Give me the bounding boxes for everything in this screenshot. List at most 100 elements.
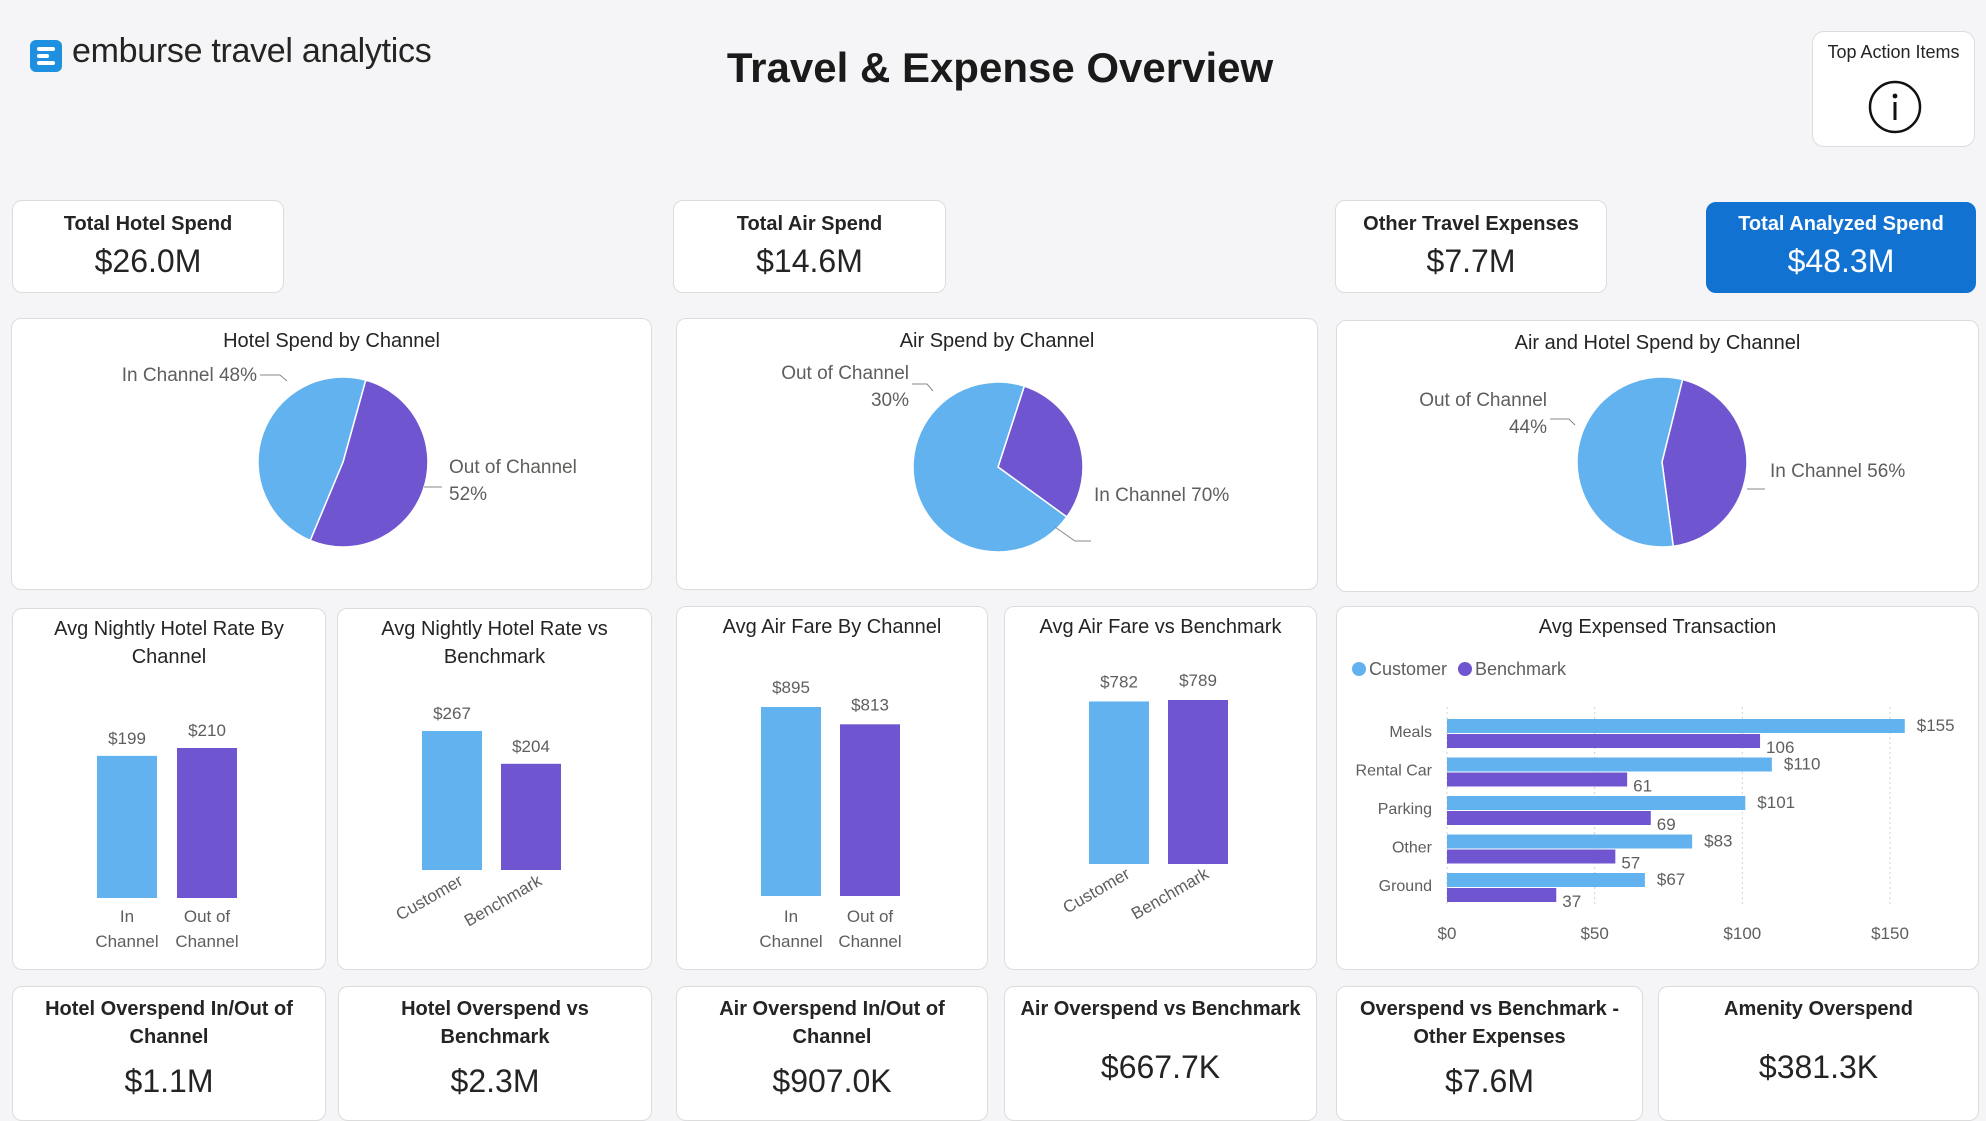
x-tick-label: Out of [184,907,231,926]
bar-customer [1447,757,1772,772]
hotel-rate-by-channel-chart: $199 In Channel $210 Out of Channel [95,721,238,951]
kpi-label: Air Overspend In/Out of Channel [719,998,945,1048]
kpi-label: Overspend vs Benchmark - Other Expenses [1360,998,1619,1048]
kpi-value: $2.3M [450,1063,540,1099]
air-fare-by-channel-card: Avg Air Fare By Channel $895 In Channel $81… [676,606,988,970]
amenity-overspend-card: Amenity Overspend $381.3K [1658,986,1979,1121]
chart-title: Air and Hotel Spend by Channel [1514,332,1801,354]
hotel-overspend-benchmark-card: Hotel Overspend vs Benchmark $2.3M [338,986,652,1121]
avg-expensed-transaction-chart: Customer Benchmark $0 $50 $100 $150 Meals $155 1… [1352,659,1955,943]
other-overspend-benchmark-card: Overspend vs Benchmark - Other Expenses … [1336,986,1643,1121]
legend-label: Benchmark [1475,659,1567,679]
kpi-label: Total Hotel Spend [63,213,233,235]
y-tick-label: Meals [1389,724,1432,741]
air-spend-by-channel-card: Air Spend by Channel In Channel 70% Out o… [676,318,1318,590]
air-overspend-benchmark-card: Air Overspend vs Benchmark $667.7K [1004,986,1317,1121]
bar-customer [1447,834,1693,849]
bar-data-label: $895 [772,678,810,697]
x-tick-label: Customer [1060,864,1134,917]
top-action-items-button[interactable]: Top Action Items [1812,31,1975,147]
bar-benchmark [1447,888,1557,902]
bar-data-label: $204 [512,737,550,756]
bar-benchmark [1447,734,1761,748]
bar-customer [1447,719,1905,733]
pie-slice-in-channel [912,381,1068,553]
x-tick-label: $0 [1438,924,1457,943]
kpi-value: $14.6M [756,243,863,279]
pie-data-label: Out of Channel [781,363,909,384]
legend-label: Customer [1369,659,1447,679]
bar-data-label: 57 [1621,854,1640,873]
kpi-total-analyzed-spend: Total Analyzed Spend $48.3M [1706,202,1976,293]
bar-data-label: 106 [1766,738,1794,757]
kpi-value: $7.6M [1445,1063,1534,1099]
air-fare-vs-benchmark-chart: $782 Customer $789 Benchmark [1060,671,1228,924]
bar-data-label: $67 [1657,870,1685,889]
bar-data-label: $267 [433,704,471,723]
pie-data-label: 30% [871,390,909,411]
page-title: Travel & Expense Overview [726,44,1274,91]
kpi-value: $7.7M [1426,243,1516,279]
chart-title: Hotel Spend by Channel [223,330,440,352]
pie-leader-line [912,383,934,392]
bar-data-label: $210 [188,721,226,740]
bar-data-label: 61 [1633,777,1652,796]
chart-title: Avg Air Fare By Channel [722,616,942,638]
kpi-value: $48.3M [1787,243,1895,279]
pie-leader-line [1054,526,1091,542]
chart-title: Avg Nightly Hotel Rate By Channel [54,618,284,668]
y-tick-label: Parking [1378,801,1432,818]
pie-data-label: Out of Channel [1419,390,1547,411]
bar-second [501,763,561,870]
chart-title: Avg Nightly Hotel Rate vs Benchmark [381,618,608,668]
bar-data-label: 37 [1562,892,1581,911]
hotel-rate-by-channel-card: Avg Nightly Hotel Rate By Channel $199 In… [12,608,326,970]
kpi-value: $1.1M [124,1063,214,1099]
x-tick-label: Channel [759,932,822,951]
info-icon [1868,80,1922,134]
y-tick-label: Ground [1379,878,1432,895]
pie-data-label: In Channel 70% [1094,485,1229,506]
x-tick-label: In [784,907,798,926]
bar-benchmark [1447,849,1616,864]
kpi-total-hotel-spend: Total Hotel Spend $26.0M [12,200,284,293]
pie-slice-in-channel [1576,376,1684,548]
x-tick-label: $150 [1871,924,1909,943]
bar-benchmark [1447,811,1651,825]
bar-customer [1447,796,1746,810]
bar-data-label: $155 [1917,716,1955,735]
kpi-label: Other Travel Expenses [1363,213,1579,235]
x-tick-label: Channel [175,932,238,951]
chart-title: Avg Expensed Transaction [1538,616,1777,638]
x-tick-label: Customer [393,871,467,924]
bar-data-label: $110 [1784,755,1821,774]
hotel-rate-vs-benchmark-chart: $267 Customer $204 Benchmark [393,704,561,931]
x-tick-label: Out of [847,907,894,926]
kpi-label: Hotel Overspend vs Benchmark [401,998,589,1048]
pie-slice-out-of-channel [997,385,1084,519]
bar-data-label: $789 [1179,671,1217,690]
bar-second [1168,700,1228,864]
x-tick-label: In [120,907,134,926]
x-tick-label: Benchmark [1128,864,1212,924]
pie-leader-line [1550,418,1576,426]
pie-data-label: Out of Channel [449,457,577,478]
legend-marker-benchmark [1458,662,1472,676]
x-tick-label: $50 [1580,924,1608,943]
pie-leader-line [260,374,288,382]
bar-data-label: $813 [851,695,889,714]
bar-second [177,748,237,898]
air-hotel-spend-by-channel-card: Air and Hotel Spend by Channel In Channe… [1336,320,1979,592]
pie-data-label: 52% [449,484,487,505]
bar-customer [1447,873,1645,887]
kpi-label: Hotel Overspend In/Out of Channel [45,998,293,1048]
y-tick-label: Other [1392,840,1433,857]
kpi-label: Total Air Spend [736,213,883,235]
pie-data-label: 44% [1509,417,1547,438]
x-tick-label: Benchmark [461,871,545,931]
x-tick-label: Channel [95,932,158,951]
bar-first [422,731,482,870]
bar-data-label: 69 [1657,815,1676,834]
kpi-value: $667.7K [1100,1049,1221,1085]
air-hotel-spend-pie-chart: In Channel 56% Out of Channel 44% [1419,376,1905,548]
